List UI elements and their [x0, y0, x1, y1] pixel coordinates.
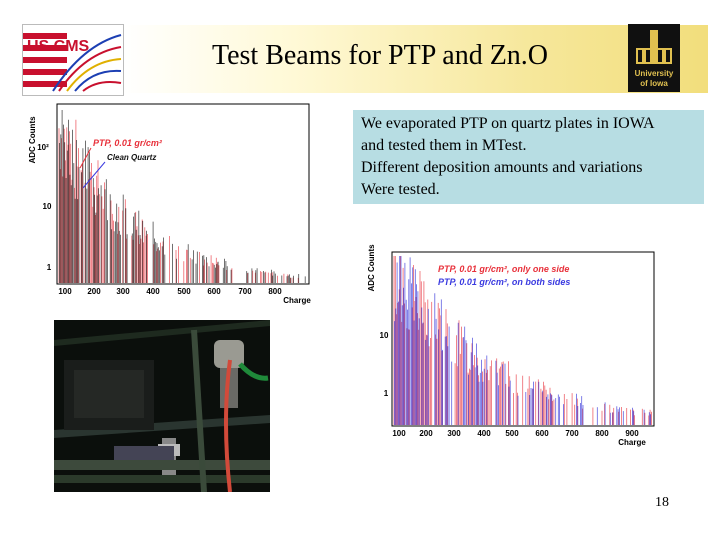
histogram-ptp-vs-clean-quartz: ADC Counts 10² 10 1 100 200 300 400 500 … [25, 100, 317, 305]
description-line: Different deposition amounts and variati… [361, 159, 643, 176]
x-tick-label: 700 [565, 429, 579, 438]
plot-frame [56, 103, 310, 285]
x-tick-label: 500 [505, 429, 519, 438]
y-axis-label: ADC Counts [28, 116, 37, 164]
x-tick-label: 800 [595, 429, 609, 438]
y-tick-label: 1 [47, 263, 52, 272]
cms-logo-text: US CMS [27, 38, 90, 55]
x-tick-label: 900 [625, 429, 639, 438]
description-line: and tested them in MTest. [361, 137, 527, 154]
x-tick-label: 200 [87, 287, 101, 296]
iowa-logo-line1: University [635, 69, 674, 78]
x-tick-label: 600 [535, 429, 549, 438]
y-tick-label: 10 [380, 331, 389, 340]
description-line: We evaporated PTP on quartz plates in IO… [361, 115, 655, 132]
test-setup-photo [54, 320, 270, 492]
description-line: Were tested. [361, 181, 440, 198]
x-tick-label: 300 [116, 287, 130, 296]
x-tick-label: 800 [268, 287, 282, 296]
x-tick-label: 400 [477, 429, 491, 438]
x-tick-label: 100 [58, 287, 72, 296]
legend-arrow-red [79, 147, 92, 169]
y-axis-label: ADC Counts [368, 244, 376, 292]
description-textbox: We evaporated PTP on quartz plates in IO… [353, 110, 704, 204]
page-number: 18 [655, 495, 669, 510]
plot-frame [391, 251, 655, 427]
y-tick-label: 10 [43, 202, 52, 211]
histogram-one-side-vs-both-sides: ADC Counts 10 1 100 200 300 400 500 600 … [367, 238, 658, 448]
x-tick-label: 500 [177, 287, 191, 296]
legend-one-side: PTP, 0.01 gr/cm², only one side [438, 264, 569, 274]
y-tick-label: 10² [37, 143, 49, 152]
legend-ptp: PTP, 0.01 gr/cm² [93, 138, 163, 148]
slide-title: Test Beams for PTP and Zn.O [211, 40, 549, 71]
x-tick-label: 100 [392, 429, 406, 438]
x-tick-label: 700 [238, 287, 252, 296]
legend-both-sides: PTP, 0.01 gr/cm², on both sides [438, 277, 570, 287]
x-axis-label: Charge [618, 438, 646, 447]
x-tick-label: 200 [419, 429, 433, 438]
legend-arrow-blue [82, 161, 106, 189]
y-tick-label: 1 [384, 389, 389, 398]
university-of-iowa-logo: University of Iowa [628, 24, 680, 92]
x-axis-label: Charge [283, 296, 311, 305]
x-tick-label: 600 [207, 287, 221, 296]
iowa-logo-line2: of Iowa [640, 79, 668, 88]
header-band [18, 25, 708, 93]
legend-clean-quartz: Clean Quartz [107, 153, 156, 162]
x-tick-label: 400 [146, 287, 160, 296]
us-cms-logo: US CMS [22, 24, 124, 96]
x-tick-label: 300 [447, 429, 461, 438]
